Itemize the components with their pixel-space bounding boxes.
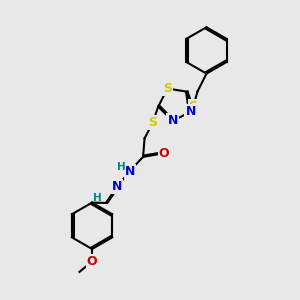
Text: S: S xyxy=(189,100,198,113)
Text: S: S xyxy=(163,82,172,95)
Text: N: N xyxy=(167,115,178,128)
Text: O: O xyxy=(87,255,98,268)
Text: O: O xyxy=(159,147,169,161)
Text: N: N xyxy=(112,180,122,193)
Text: H: H xyxy=(117,162,126,172)
Text: H: H xyxy=(93,194,102,203)
Text: N: N xyxy=(124,165,135,178)
Text: N: N xyxy=(185,105,196,118)
Text: S: S xyxy=(148,116,158,129)
